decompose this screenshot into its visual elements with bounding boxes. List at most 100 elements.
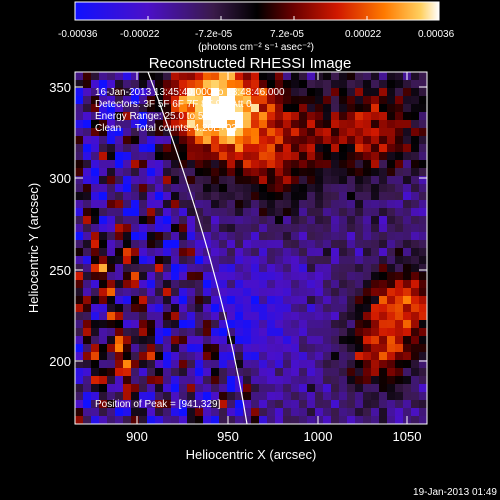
image-pixel xyxy=(323,200,332,209)
image-pixel xyxy=(219,240,228,249)
image-pixel xyxy=(299,328,308,337)
image-pixel xyxy=(155,408,164,417)
image-pixel xyxy=(83,96,92,105)
image-pixel xyxy=(163,152,172,161)
image-pixel xyxy=(179,328,188,337)
image-pixel xyxy=(339,344,348,353)
image-pixel xyxy=(411,368,420,377)
image-pixel xyxy=(291,80,300,89)
image-pixel xyxy=(299,200,308,209)
image-pixel xyxy=(219,232,228,241)
image-pixel xyxy=(299,400,308,409)
image-pixel xyxy=(307,312,316,321)
axis-ticks xyxy=(75,72,427,424)
image-pixel xyxy=(275,336,284,345)
image-pixel xyxy=(243,96,252,105)
y-tick-label: 350 xyxy=(49,80,71,95)
image-pixel xyxy=(371,176,380,185)
image-pixel xyxy=(243,80,252,89)
image-pixel xyxy=(131,88,140,97)
image-pixel xyxy=(275,368,284,377)
image-pixel xyxy=(275,328,284,337)
image-pixel xyxy=(387,296,396,305)
image-pixel xyxy=(195,136,204,145)
image-pixel xyxy=(395,256,404,265)
image-pixel xyxy=(75,312,84,321)
image-pixel xyxy=(387,392,396,401)
image-pixel xyxy=(315,272,324,281)
image-pixel xyxy=(211,120,220,129)
image-pixel xyxy=(299,224,308,233)
image-pixel xyxy=(131,104,140,113)
image-pixel xyxy=(75,304,84,313)
image-pixel xyxy=(155,184,164,193)
image-pixel xyxy=(419,328,427,337)
image-pixel xyxy=(259,256,268,265)
image-pixel xyxy=(115,112,124,121)
y-tick-label: 300 xyxy=(49,171,71,186)
image-pixel xyxy=(331,208,340,217)
image-pixel xyxy=(291,280,300,289)
image-pixel xyxy=(131,320,140,329)
image-pixel xyxy=(291,232,300,241)
image-pixel xyxy=(91,120,100,129)
image-pixel xyxy=(163,352,172,361)
image-pixel xyxy=(267,320,276,329)
image-pixel xyxy=(275,376,284,385)
image-pixel xyxy=(403,264,412,273)
image-pixel xyxy=(331,360,340,369)
image-pixel xyxy=(99,192,108,201)
image-pixel xyxy=(203,272,212,281)
image-pixel xyxy=(283,240,292,249)
image-pixel xyxy=(387,320,396,329)
image-pixel xyxy=(299,120,308,129)
image-pixel xyxy=(387,216,396,225)
image-pixel xyxy=(147,144,156,153)
image-pixel xyxy=(155,400,164,409)
image-pixel xyxy=(331,144,340,153)
image-pixel xyxy=(163,200,172,209)
image-pixel xyxy=(155,248,164,257)
image-pixel xyxy=(211,360,220,369)
image-pixel xyxy=(267,328,276,337)
image-pixel xyxy=(227,152,236,161)
image-pixel xyxy=(171,216,180,225)
image-pixel xyxy=(195,104,204,113)
image-pixel xyxy=(235,200,244,209)
image-pixel xyxy=(107,176,116,185)
image-pixel xyxy=(139,224,148,233)
image-pixel xyxy=(123,376,132,385)
image-pixel xyxy=(211,152,220,161)
image-pixel xyxy=(267,144,276,153)
image-pixel xyxy=(419,80,427,89)
image-pixel xyxy=(299,352,308,361)
image-pixel xyxy=(347,296,356,305)
image-pixel xyxy=(291,200,300,209)
image-pixel xyxy=(267,160,276,169)
image-pixel xyxy=(331,192,340,201)
image-pixel xyxy=(419,232,427,241)
image-pixel xyxy=(379,168,388,177)
image-pixel xyxy=(203,120,212,129)
image-pixel xyxy=(219,208,228,217)
image-pixel xyxy=(355,408,364,417)
image-pixel xyxy=(187,96,196,105)
image-pixel xyxy=(339,152,348,161)
image-pixel xyxy=(283,72,292,81)
image-pixel xyxy=(267,280,276,289)
image-pixel xyxy=(323,216,332,225)
energy-range-annotation: Energy Range: 25.0 to 50.0 keV xyxy=(95,111,238,122)
image-pixel xyxy=(387,136,396,145)
image-pixel xyxy=(395,200,404,209)
image-pixel xyxy=(107,168,116,177)
image-pixel xyxy=(347,360,356,369)
image-pixel xyxy=(363,144,372,153)
image-pixel xyxy=(331,312,340,321)
image-pixel xyxy=(267,312,276,321)
image-pixel xyxy=(203,80,212,89)
image-pixel xyxy=(323,128,332,137)
image-pixel xyxy=(283,80,292,89)
image-pixel xyxy=(147,96,156,105)
image-pixel xyxy=(339,208,348,217)
image-pixel xyxy=(131,184,140,193)
